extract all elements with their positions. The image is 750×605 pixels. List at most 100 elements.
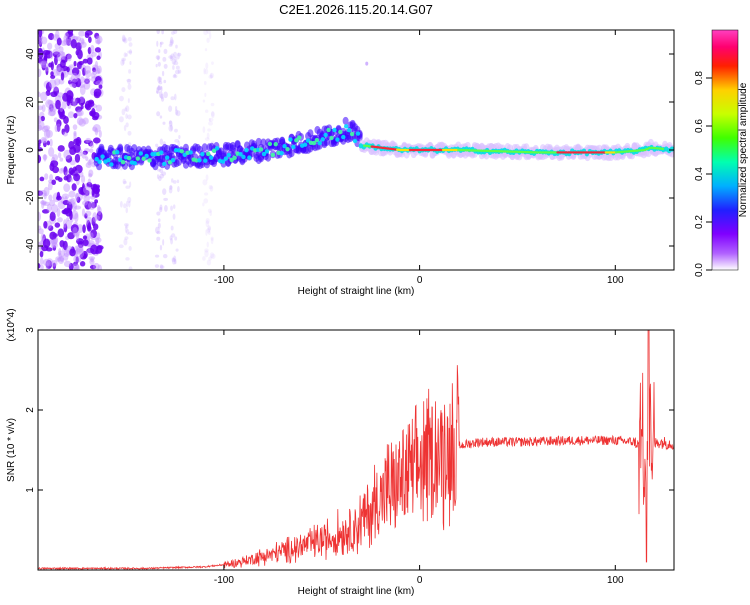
snr-x-ticks: -100 0 100 (214, 330, 624, 586)
spectrogram-blob (75, 256, 79, 264)
spectrogram-blob (177, 186, 180, 193)
spectrogram-blob (87, 159, 92, 166)
spectrogram-blob (128, 69, 132, 74)
spectrogram-halo (152, 162, 159, 171)
spectrogram-blob (49, 50, 54, 60)
spectrogram-blob (92, 262, 100, 270)
spectrogram-peak (454, 148, 459, 152)
spectrogram-blob (206, 132, 210, 139)
spectrogram-blob (170, 237, 174, 245)
spectrogram-blob (72, 263, 80, 270)
spectrogram-blob (48, 79, 57, 89)
spectrogram-blob (172, 204, 176, 209)
spectrogram-blob (82, 200, 88, 206)
spectrogram-core (344, 124, 349, 129)
spectrogram-blob (159, 264, 164, 269)
spectrogram-blob (87, 178, 92, 185)
spectrogram-blob (64, 32, 69, 39)
spectrogram-blob (38, 91, 41, 98)
spectrogram-blob (158, 91, 163, 99)
spectrogram-blob (46, 258, 54, 267)
spectrogram-blob (174, 109, 179, 116)
spectrogram-peak (604, 151, 609, 154)
spectrogram-core (291, 144, 296, 150)
spectrogram-blob (48, 194, 53, 201)
spectrogram-blob (84, 32, 90, 39)
spectrogram-peak (406, 148, 410, 152)
spectrogram-blob (66, 90, 74, 100)
spectrogram-blob (128, 245, 132, 251)
spectrogram-blob (73, 266, 79, 270)
spectrogram-blob (159, 41, 162, 48)
spectrogram-core (341, 134, 346, 140)
spectrogram-blob (63, 116, 69, 125)
spectrogram-peak (546, 151, 550, 154)
spectrogram-blob (203, 81, 207, 86)
spectrogram-peak (609, 151, 614, 154)
spectrogram-peak (421, 148, 426, 152)
spectrogram-blob (77, 240, 84, 249)
spectrogram-blob (73, 205, 82, 210)
spectrogram-blob (162, 238, 165, 246)
snr-series-line (38, 330, 674, 570)
spectrogram-blob (87, 101, 95, 108)
spectrogram-blob (85, 137, 92, 143)
spectrogram-blob (49, 138, 53, 147)
spectrogram-core (179, 149, 185, 154)
spectrogram-peak (563, 151, 568, 154)
spectrogram-blob (171, 31, 175, 35)
spectrogram-blob (129, 181, 132, 188)
spectrogram-blob (67, 53, 72, 62)
spectrogram-blob (79, 85, 86, 96)
spectrogram-blob (125, 185, 131, 189)
spectrogram-blob (204, 48, 208, 52)
spectrogram-blob (169, 235, 173, 241)
spectrogram-blob (95, 104, 103, 112)
spectrogram-blob (159, 138, 164, 145)
spectrogram-core (317, 140, 322, 146)
spectrogram-blob (208, 185, 213, 190)
spectrogram-blob (42, 238, 51, 249)
spectrogram-blob (210, 236, 214, 241)
spectrogram-blob (170, 123, 173, 131)
spectrogram-blob (175, 44, 178, 49)
spectrogram-core (117, 157, 123, 163)
spectrogram-blob (71, 183, 77, 191)
spectrogram-blob (169, 185, 173, 189)
spectrogram-blob (89, 195, 96, 200)
spectrogram-blob (56, 64, 61, 72)
spectrogram-blob (89, 148, 94, 153)
spectrogram-blob (94, 237, 102, 244)
spectrogram-blob (82, 235, 88, 240)
spectrogram-blob (127, 114, 132, 120)
spectrogram-blob (173, 255, 177, 262)
spectrogram-blob (209, 185, 214, 192)
colorbar: 0.0 0.2 0.4 0.6 0.8 Normalized spectral ampl… (694, 29, 749, 277)
spectrogram-core (220, 159, 226, 164)
spectrogram-core (314, 137, 320, 143)
spectrogram-blob (177, 140, 181, 147)
spectrogram-blob (159, 265, 165, 269)
spectrogram-blob (155, 63, 158, 68)
spectrogram-blob (75, 248, 83, 255)
spectrogram-blob (175, 105, 178, 112)
spectrogram-blob (38, 35, 42, 45)
spectrogram-blob (63, 175, 69, 181)
spectrogram-blob (175, 248, 179, 252)
spectrogram-blob (127, 130, 132, 136)
spectrogram-blob (43, 201, 51, 207)
spectrogram-blob (159, 41, 164, 45)
spectrogram-blob (95, 35, 103, 44)
spectrogram-peak (452, 148, 456, 152)
spectrogram-blob (38, 262, 41, 269)
spectrogram-blob (202, 126, 206, 133)
spectrogram-blob (122, 58, 125, 65)
spectrogram-x-ticks: -100 0 100 (214, 30, 624, 286)
spectrogram-core (126, 155, 132, 161)
spectrogram-blob (38, 115, 42, 125)
spectrogram-blob (210, 237, 214, 245)
spectrogram-blob (51, 260, 58, 267)
spectrogram-blob (78, 30, 86, 37)
spectrogram-blob (127, 83, 132, 90)
spectrogram-blob (127, 196, 132, 203)
